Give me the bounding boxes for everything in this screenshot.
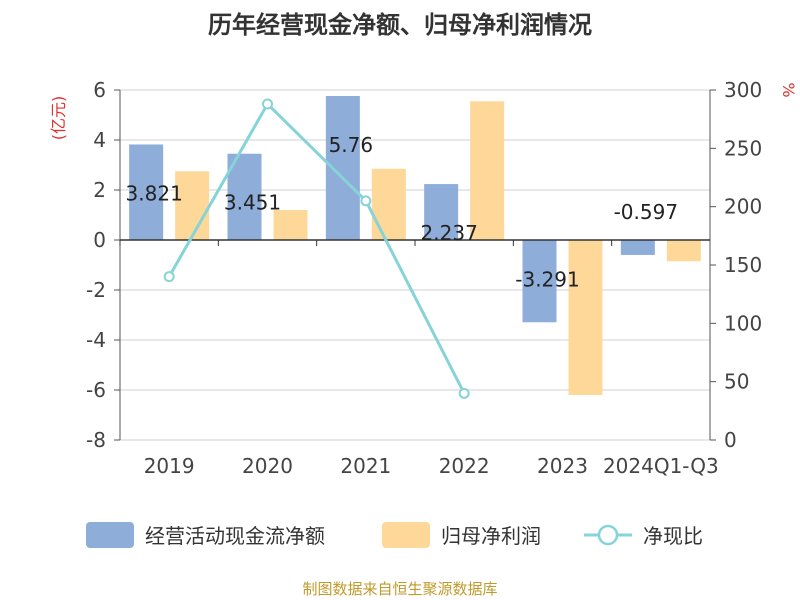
category-label: 2020 [242, 454, 293, 478]
category-label: 2023 [537, 454, 588, 478]
legend: 经营活动现金流净额 归母净利润 净现比 [86, 522, 703, 548]
legend-label-ratio: 净现比 [643, 524, 703, 548]
data-labels: 3.821 3.451 5.76 2.237 -3.291 -0.597 [126, 133, 679, 291]
category-label: 2019 [144, 454, 195, 478]
category-label: 2024Q1-Q3 [603, 454, 719, 478]
right-tick-label: 50 [724, 370, 749, 394]
bar-profit [666, 240, 701, 262]
bar-profit [175, 171, 210, 240]
cashflow-data-label: 2.237 [421, 221, 478, 245]
right-tick-label: 300 [724, 78, 762, 102]
right-tick-label: 250 [724, 136, 762, 160]
left-axis-unit: (亿元) [49, 96, 68, 141]
bar-cashflow [424, 184, 459, 240]
source-note: 制图数据来自恒生聚源数据库 [302, 580, 497, 598]
bar-cashflow [522, 240, 557, 323]
tick-labels: 6 4 2 0 -2 -4 -6 -8 300 250 200 150 100 50 0 2019 2020 20… [86, 78, 762, 478]
ratio-point [360, 195, 372, 207]
cashflow-data-label: -0.597 [614, 200, 678, 224]
left-tick-label: -6 [86, 378, 106, 402]
bar-profit [568, 240, 603, 395]
bar-profit [273, 210, 308, 240]
ratio-line-path [167, 101, 466, 395]
cashflow-data-label: 5.76 [329, 133, 374, 157]
right-tick-label: 150 [724, 253, 762, 277]
chart-title: 历年经营现金净额、归母净利润情况 [208, 11, 592, 39]
ratio-point [163, 271, 175, 283]
bar-cashflow [227, 153, 262, 240]
ratio-point [458, 387, 470, 399]
category-label: 2021 [340, 454, 391, 478]
right-tick-label: 200 [724, 195, 762, 219]
legend-label-cashflow: 经营活动现金流净额 [145, 524, 325, 548]
left-tick-label: -8 [86, 428, 106, 452]
legend-swatch-cashflow [86, 522, 134, 548]
bar-cashflow [620, 240, 655, 255]
bar-cashflow [129, 144, 164, 240]
left-tick-label: -4 [86, 328, 106, 352]
category-label: 2022 [439, 454, 490, 478]
ratio-line [163, 98, 470, 399]
left-tick-label: 2 [93, 178, 106, 202]
right-axis-unit: % [779, 82, 798, 97]
cashflow-data-label: 3.451 [224, 191, 281, 215]
cashflow-data-label: -3.291 [515, 267, 579, 291]
legend-label-profit: 归母净利润 [441, 524, 541, 548]
legend-swatch-ratio-marker [597, 524, 619, 546]
left-tick-label: 0 [93, 228, 106, 252]
legend-swatch-profit [382, 522, 430, 548]
bar-profit [470, 101, 505, 240]
left-tick-label: 6 [93, 78, 106, 102]
left-tick-label: 4 [93, 128, 106, 152]
right-tick-label: 0 [724, 428, 737, 452]
left-tick-label: -2 [86, 278, 106, 302]
bar-profit [371, 168, 406, 240]
cashflow-data-label: 3.821 [126, 181, 183, 205]
axes [114, 89, 716, 441]
gridlines [120, 89, 710, 441]
ratio-point [262, 98, 273, 110]
right-tick-label: 100 [724, 311, 762, 335]
